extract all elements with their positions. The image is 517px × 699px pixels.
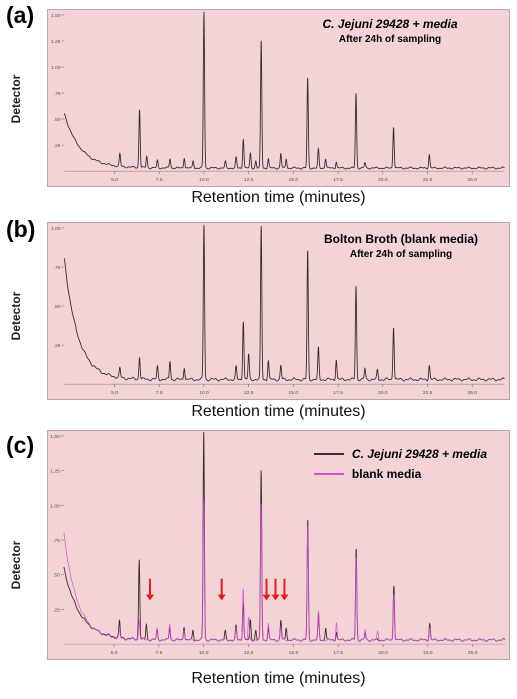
x-tick-label: 5.0 [111,650,118,656]
legend-item-blank: blank media [313,464,487,484]
x-tick-label: 12.5 [244,650,254,656]
series-line-0 [64,11,505,170]
y-tick-label: .25 [54,343,61,349]
x-tick-label: 22.5 [423,650,433,656]
x-tick-label: 20.0 [378,177,388,183]
x-tick-label: 12.5 [244,390,254,396]
series-line-0 [63,224,505,382]
x-axis-label-b: Retention time (minutes) [191,403,366,420]
x-tick-label: 10.0 [199,390,209,396]
x-tick-label: 7.5 [155,650,162,656]
x-tick-label: 22.5 [423,390,433,396]
legend-item-sample: C. Jejuni 29428 + media [313,444,487,464]
red-arrow-head [271,594,280,601]
red-arrow-head [145,594,154,601]
x-axis-label-a: Retention time (minutes) [191,189,366,206]
legend-label-sample: C. Jejuni 29428 + media [351,447,487,461]
y-tick-label: 1.50 [50,434,60,440]
x-tick-label: 25.0 [468,650,478,656]
x-tick-label: 7.5 [156,390,163,396]
red-arrow-head [217,594,226,601]
y-tick-label: .50 [53,573,60,579]
y-tick-label: 1.25 [50,469,60,475]
x-tick-label: 15.0 [289,650,299,656]
y-axis-label-a: Detector [9,74,23,124]
x-tick-label: 22.5 [423,177,433,183]
y-tick-label: 1.00 [51,65,61,71]
plot-area-c: .25 .50 .75 1.00 1.25 1.50 5.0 7.5 10.0 12.5 15.0 1… [47,430,510,660]
chart-panel-b: .25 .50 .75 1.00 5.0 7.5 10.0 12.5 15.0 17.5 20.0 2… [0,214,517,426]
red-arrow-head [280,594,289,601]
y-tick-label: .75 [53,538,60,544]
red-arrow [217,578,226,601]
x-tick-label: 25.0 [467,177,477,183]
y-tick-label: .75 [54,265,61,271]
y-tick-label: 1.00 [51,226,61,232]
x-tick-label: 20.0 [378,390,388,396]
annotation-b: Bolton Broth (blank media) After 24h of … [301,232,501,262]
x-tick-label: 5.0 [111,177,118,183]
annotation-a-line2: After 24h of sampling [338,34,442,45]
y-tick-label: .75 [54,91,61,97]
x-tick-label: 17.5 [333,650,343,656]
x-tick-label: 17.5 [333,177,343,183]
chromatogram-a: .25 .50 .75 1.00 1.25 1.50 5.0 7.5 10.0 12.5 15.0 1… [51,11,505,183]
chart-panel-a: .25 .50 .75 1.00 1.25 1.50 5.0 7.5 10.0 12.5 15.0 1… [0,0,517,210]
chromatogram-c: .25 .50 .75 1.00 1.25 1.50 5.0 7.5 10.0 12.5 15.0 1… [50,432,506,656]
annotation-b-line1: Bolton Broth (blank media) [324,232,478,246]
red-arrow [271,578,280,601]
chromatogram-b: .25 .50 .75 1.00 5.0 7.5 10.0 12.5 15.0 17.5 20.0 2… [51,224,505,396]
y-tick-label: 1.00 [50,503,60,509]
y-tick-label: 1.50 [51,13,61,19]
annotation-b-line2: After 24h of sampling [349,249,453,260]
x-tick-label: 20.0 [378,650,388,656]
y-tick-label: 1.25 [51,39,61,45]
red-arrow [145,578,154,601]
x-tick-label: 25.0 [467,390,477,396]
chart-panel-c: .25 .50 .75 1.00 1.25 1.50 5.0 7.5 10.0 12.5 15.0 1… [0,430,517,699]
x-axis-label-c: Retention time (minutes) [191,670,366,687]
series-line-1 [63,501,506,642]
y-tick-label: .25 [54,143,61,149]
red-arrow [280,578,289,601]
legend-swatch-sample [313,453,344,455]
x-tick-label: 15.0 [289,390,299,396]
legend-c: C. Jejuni 29428 + media blank media [313,444,487,484]
plot-area-a: .25 .50 .75 1.00 1.25 1.50 5.0 7.5 10.0 12.5 15.0 1… [47,9,510,187]
legend-label-blank: blank media [351,467,422,481]
legend-swatch-blank [313,473,344,475]
x-tick-label: 5.0 [111,390,118,396]
x-tick-label: 10.0 [199,650,209,656]
red-arrow [262,578,271,601]
x-tick-label: 15.0 [289,177,299,183]
x-tick-label: 7.5 [156,177,163,183]
plot-area-b: .25 .50 .75 1.00 5.0 7.5 10.0 12.5 15.0 17.5 20.0 2… [47,222,510,400]
panel-label-b: (b) [6,216,36,242]
x-tick-label: 12.5 [244,177,254,183]
panel-label-c: (c) [6,432,35,458]
y-tick-label: .50 [54,117,61,123]
y-axis-label-c: Detector [9,540,23,590]
x-tick-label: 17.5 [333,390,343,396]
annotation-a-line1: C. Jejuni 29428 + media [322,17,458,31]
y-tick-label: .50 [54,304,61,310]
annotation-a: C. Jejuni 29428 + media After 24h of sam… [295,17,485,47]
y-tick-label: .25 [53,607,60,613]
red-arrow-head [262,594,271,601]
x-tick-label: 10.0 [199,177,209,183]
panel-label-a: (a) [6,2,35,28]
y-axis-label-b: Detector [9,291,23,341]
